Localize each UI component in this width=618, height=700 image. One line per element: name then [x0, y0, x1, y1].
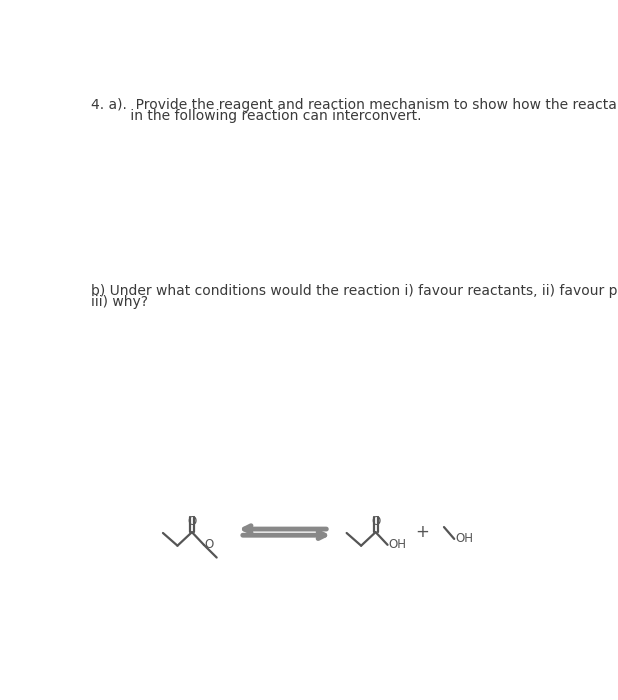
- Text: 4. a).  Provide the reagent and reaction mechanism to show how the reactants and: 4. a). Provide the reagent and reaction …: [91, 98, 618, 112]
- Text: b) Under what conditions would the reaction i) favour reactants, ii) favour prod: b) Under what conditions would the react…: [91, 284, 618, 298]
- Text: O: O: [371, 515, 380, 528]
- Text: in the following reaction can interconvert.: in the following reaction can interconve…: [91, 108, 421, 122]
- Text: OH: OH: [388, 538, 407, 552]
- Text: OH: OH: [455, 533, 473, 545]
- Text: O: O: [205, 538, 214, 552]
- Text: +: +: [415, 523, 429, 541]
- Text: O: O: [187, 515, 197, 528]
- Text: iii) why?: iii) why?: [91, 295, 148, 309]
